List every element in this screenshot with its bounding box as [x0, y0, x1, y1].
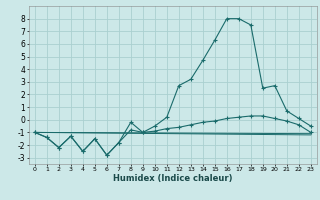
- X-axis label: Humidex (Indice chaleur): Humidex (Indice chaleur): [113, 174, 233, 183]
